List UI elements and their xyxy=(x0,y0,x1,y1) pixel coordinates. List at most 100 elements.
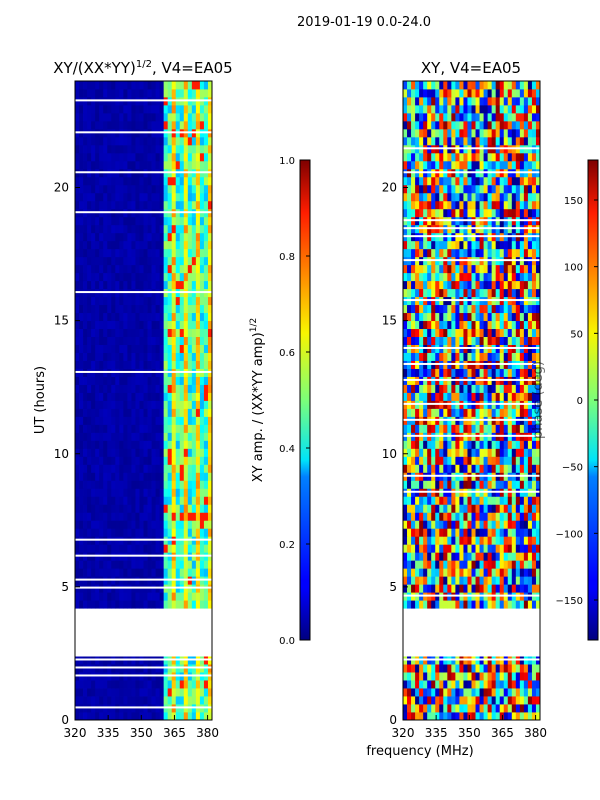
heatmap-cell xyxy=(79,432,84,441)
heatmap-cell xyxy=(467,288,472,298)
heatmap-cell xyxy=(79,496,84,505)
heatmap-cell xyxy=(403,384,408,393)
heatmap-cell xyxy=(535,552,540,561)
heatmap-cell xyxy=(115,248,120,258)
heatmap-cell xyxy=(415,512,420,521)
heatmap-cell xyxy=(119,472,124,481)
flagged-row xyxy=(403,378,540,381)
heatmap-cell xyxy=(159,328,165,337)
heatmap-cell xyxy=(187,640,193,649)
heatmap-cell xyxy=(535,208,540,218)
heatmap-cell xyxy=(91,632,96,641)
heatmap-cell xyxy=(535,336,540,345)
heatmap-cell xyxy=(427,248,432,258)
heatmap-cell xyxy=(503,576,509,585)
heatmap-cell xyxy=(515,584,521,593)
heatmap-cell xyxy=(151,312,156,322)
heatmap-cell xyxy=(83,216,88,226)
heatmap-cell xyxy=(127,488,132,497)
heatmap-cell xyxy=(463,424,468,433)
heatmap-cell xyxy=(135,264,140,274)
heatmap-cell xyxy=(187,560,193,569)
heatmap-cell xyxy=(535,200,540,210)
heatmap-cell xyxy=(495,600,501,609)
heatmap-cell xyxy=(175,424,181,433)
heatmap-cell xyxy=(427,672,432,681)
heatmap-cell xyxy=(75,184,80,194)
heatmap-cell xyxy=(199,624,205,633)
heatmap-cell xyxy=(83,248,88,258)
heatmap-cell xyxy=(195,688,201,697)
heatmap-cell xyxy=(87,184,92,194)
heatmap-cell xyxy=(183,136,189,146)
heatmap-cell xyxy=(411,688,416,697)
heatmap-cell xyxy=(75,312,80,322)
heatmap-cell xyxy=(147,256,152,266)
heatmap-cell xyxy=(535,608,540,617)
heatmap-cell xyxy=(159,184,165,194)
heatmap-cell xyxy=(191,680,197,689)
heatmap-cell xyxy=(203,376,209,385)
heatmap-cell xyxy=(155,88,161,98)
heatmap-cell xyxy=(199,424,205,433)
heatmap-cell xyxy=(195,160,201,170)
heatmap-cell xyxy=(115,632,120,641)
heatmap-cell xyxy=(107,696,112,705)
heatmap-cell xyxy=(175,592,181,601)
heatmap-cell xyxy=(427,280,432,290)
heatmap-cell xyxy=(459,456,464,465)
heatmap-cell xyxy=(499,496,505,505)
heatmap-cell xyxy=(79,240,84,250)
heatmap-cell xyxy=(87,336,92,345)
heatmap-cell xyxy=(103,112,108,122)
heatmap-cell xyxy=(427,632,432,641)
heatmap-cell xyxy=(127,600,132,609)
heatmap-cell xyxy=(127,432,132,441)
heatmap-cell xyxy=(199,240,205,250)
heatmap-cell xyxy=(115,624,120,633)
heatmap-cell xyxy=(135,592,140,601)
heatmap-cell xyxy=(503,616,509,625)
heatmap-cell xyxy=(495,640,501,649)
heatmap-cell xyxy=(151,592,156,601)
heatmap-cell xyxy=(415,480,420,489)
heatmap-cell xyxy=(119,448,124,457)
heatmap-cell xyxy=(499,520,505,529)
heatmap-cell xyxy=(491,384,497,393)
heatmap-cell xyxy=(515,448,521,457)
heatmap-cell xyxy=(183,512,189,521)
heatmap-cell xyxy=(107,504,112,513)
heatmap-cell xyxy=(491,352,497,361)
heatmap-cell xyxy=(403,648,408,657)
heatmap-cell xyxy=(467,520,472,529)
flagged-row xyxy=(403,346,540,349)
heatmap-cell xyxy=(95,192,100,202)
heatmap-cell xyxy=(455,280,460,290)
heatmap-cell xyxy=(507,616,513,625)
heatmap-cell xyxy=(431,200,436,210)
heatmap-cell xyxy=(183,248,189,258)
heatmap-cell xyxy=(519,648,525,657)
heatmap-cell xyxy=(111,712,116,720)
heatmap-cell xyxy=(91,176,96,186)
heatmap-cell xyxy=(487,560,493,569)
heatmap-cell xyxy=(119,512,124,521)
heatmap-cell xyxy=(151,224,156,234)
heatmap-cell xyxy=(411,288,416,298)
heatmap-cell xyxy=(195,600,201,609)
heatmap-cell xyxy=(119,336,124,345)
heatmap-cell xyxy=(135,648,140,657)
heatmap-cell xyxy=(411,560,416,569)
heatmap-cell xyxy=(523,704,529,713)
heatmap-cell xyxy=(467,576,472,585)
heatmap-cell xyxy=(119,136,124,146)
heatmap-cell xyxy=(187,544,193,553)
heatmap-cell xyxy=(507,448,513,457)
heatmap-cell xyxy=(163,448,169,457)
heatmap-cell xyxy=(187,712,193,720)
heatmap-cell xyxy=(527,632,533,641)
heatmap-cell xyxy=(175,432,181,441)
heatmap-cell xyxy=(471,504,476,513)
heatmap-cell xyxy=(515,504,521,513)
heatmap-cell xyxy=(103,592,108,601)
